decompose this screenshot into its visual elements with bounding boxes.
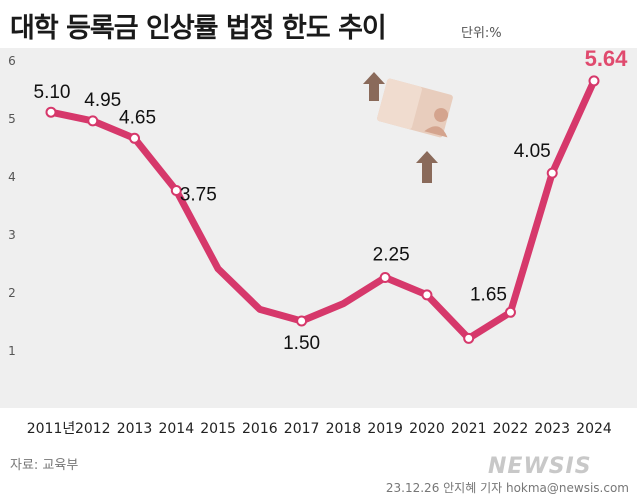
data-point: [87, 115, 99, 127]
x-tick-label: 2019: [367, 421, 403, 437]
card-panel: [377, 78, 422, 130]
x-tick-label: 2013: [117, 421, 153, 437]
x-tick-label: 2021: [451, 421, 487, 437]
x-axis-ticks: 2011년 2012 2013 2014 2015 2016 2017 2018 2019 202…: [27, 421, 612, 437]
x-tick-label: 2017: [284, 421, 320, 437]
data-label: 5.10: [34, 82, 71, 103]
data-point: [170, 185, 182, 196]
y-tick-label: 6: [8, 54, 16, 68]
series-line: [47, 77, 598, 342]
y-tick-label: 3: [8, 228, 16, 242]
tuition-illustration: [363, 72, 453, 183]
x-tick-label: 2022: [493, 421, 529, 437]
data-label: 3.75: [180, 185, 217, 206]
data-label-highlight: 5.64: [585, 46, 629, 71]
data-point: [546, 167, 558, 179]
data-label: 1.50: [283, 333, 320, 354]
arrow-up-icon: [363, 72, 385, 101]
data-point: [296, 315, 308, 327]
data-point: [379, 272, 391, 283]
y-tick-label: 4: [8, 170, 16, 184]
data-point: [463, 332, 475, 344]
x-tick-label: 2016: [242, 421, 278, 437]
data-point: [588, 75, 600, 87]
chart-title: 대학 등록금 인상률 법정 한도 추이: [10, 13, 387, 44]
data-label: 4.95: [84, 90, 121, 111]
data-point: [504, 306, 516, 318]
arrow-up-icon: [416, 151, 438, 183]
y-tick-label: 5: [8, 112, 16, 126]
x-tick-label: 2011년: [27, 421, 76, 437]
data-point: [45, 106, 57, 118]
y-tick-label: 2: [8, 286, 16, 300]
x-tick-label: 2024: [576, 421, 612, 437]
data-point: [421, 289, 433, 301]
data-point: [129, 132, 141, 144]
data-label: 4.65: [119, 107, 156, 128]
data-label: 4.05: [514, 141, 551, 162]
newsis-logo: NEWSIS: [488, 454, 592, 479]
data-label: 1.65: [470, 284, 507, 305]
x-tick-label: 2015: [200, 421, 236, 437]
x-tick-label: 2012: [75, 421, 111, 437]
x-tick-label: 2014: [158, 421, 194, 437]
credit-line: 23.12.26 안지혜 기자 hokma@newsis.com: [385, 481, 629, 495]
y-axis-ticks: 1 2 3 4 5 6: [8, 54, 16, 358]
x-tick-label: 2023: [534, 421, 570, 437]
series-layer: [45, 75, 600, 344]
tuition-card-icon: [377, 78, 453, 138]
data-label: 2.25: [373, 245, 410, 266]
unit-label: 단위:%: [461, 26, 502, 41]
y-tick-label: 1: [8, 344, 16, 358]
data-labels: 5.10 4.954.65 3.75 1.50 2.25 1.65 4.05 5.64: [34, 46, 629, 354]
source-note: 자료: 교육부: [10, 458, 79, 473]
x-tick-label: 2018: [326, 421, 362, 437]
card-person-head: [434, 107, 449, 122]
card-person-body: [424, 126, 448, 138]
chart-background: [0, 48, 637, 408]
x-tick-label: 2020: [409, 421, 445, 437]
